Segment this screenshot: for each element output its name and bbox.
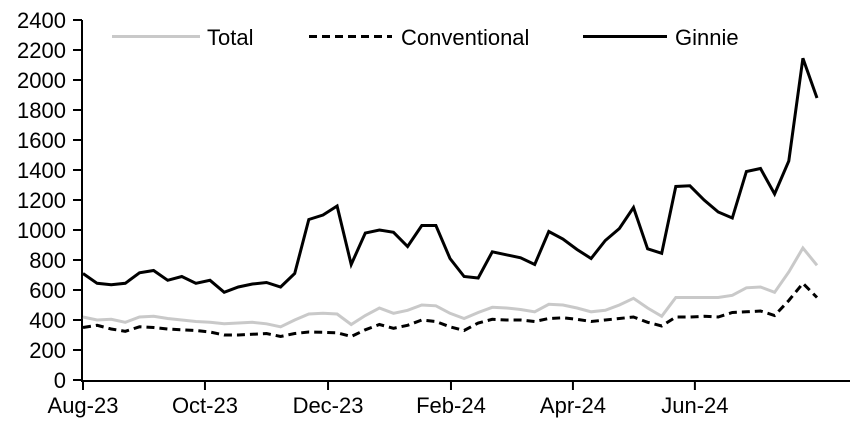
x-tick-label: Apr-24	[540, 393, 606, 418]
series-line-conventional	[82, 281, 819, 339]
x-tick-label: Feb-24	[416, 393, 486, 418]
y-tick-label: 2000	[17, 68, 66, 93]
y-tick-label: 1000	[17, 218, 66, 243]
y-tick-label: 1800	[17, 98, 66, 123]
x-tick-label: Aug-23	[48, 393, 119, 418]
legend-swatch-ginnie	[583, 35, 667, 38]
series-line-total	[82, 245, 819, 329]
series-line-ginnie	[82, 57, 819, 295]
y-tick-label: 200	[29, 338, 66, 363]
y-tick-label: 0	[54, 368, 66, 393]
x-tick-label: Dec-23	[293, 393, 364, 418]
legend-swatch-conventional	[309, 35, 392, 38]
x-tick-label: Oct-23	[172, 393, 238, 418]
y-tick-label: 2400	[17, 8, 66, 33]
legend-label-total: Total	[207, 25, 254, 50]
legend-label-conventional: Conventional	[401, 25, 530, 50]
x-tick-label: Jun-24	[661, 393, 728, 418]
y-tick-label: 1200	[17, 188, 66, 213]
y-tick-label: 2200	[17, 38, 66, 63]
y-tick-label: 800	[29, 248, 66, 273]
y-tick-label: 1400	[17, 158, 66, 183]
y-tick-label: 400	[29, 308, 66, 333]
legend-swatch-total	[112, 35, 200, 38]
y-tick-label: 600	[29, 278, 66, 303]
y-tick-label: 1600	[17, 128, 66, 153]
legend-label-ginnie: Ginnie	[675, 25, 739, 50]
